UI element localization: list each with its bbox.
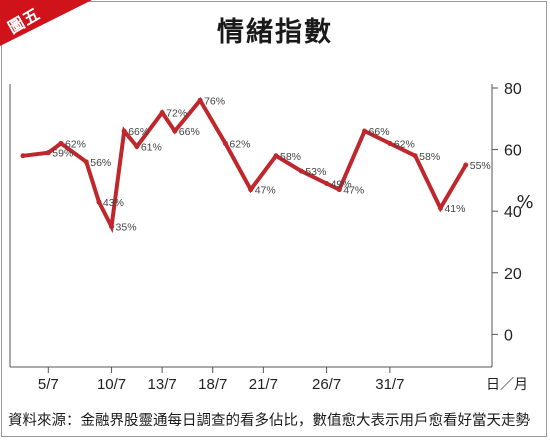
data-label: 62% <box>394 138 415 150</box>
data-label: 41% <box>444 203 465 215</box>
data-label: 58% <box>280 151 301 163</box>
x-tick-label: 5/7 <box>38 376 59 393</box>
x-tick-label: 13/7 <box>148 376 177 393</box>
data-point <box>222 140 228 146</box>
axes: 0 20 40 60 80% 5/7 10/7 13/7 18/7 21/7 26/7 31/7 日／月 <box>9 81 534 393</box>
data-point <box>387 140 393 146</box>
data-label: 56% <box>90 157 111 169</box>
data-label: 35% <box>116 222 137 234</box>
data-point <box>96 199 102 205</box>
x-axis-unit: 日／月 <box>486 377 528 393</box>
x-tick-label: 26/7 <box>312 376 341 393</box>
y-tick-label: 20 <box>504 266 522 283</box>
y-axis-unit: % <box>516 192 533 213</box>
data-label: 43% <box>103 197 124 209</box>
data-labels: 59%62%56%43%35%66%61%72%66%76%62%47%58%5… <box>52 95 490 233</box>
data-point <box>298 168 304 174</box>
data-point <box>58 140 64 146</box>
x-tick-label: 10/7 <box>97 376 126 393</box>
data-label: 55% <box>470 160 491 172</box>
data-point <box>159 110 165 116</box>
data-label: 47% <box>343 185 364 197</box>
data-point <box>362 128 368 134</box>
x-tick-label: 18/7 <box>198 376 227 393</box>
y-tick-label: 0 <box>504 327 513 344</box>
data-point <box>45 150 51 156</box>
x-tick-label: 21/7 <box>249 376 278 393</box>
data-label: 49% <box>331 178 352 190</box>
data-point <box>134 144 140 150</box>
data-point <box>324 180 330 186</box>
data-point <box>412 153 418 159</box>
corner-badge <box>0 0 92 46</box>
data-point <box>336 187 342 193</box>
data-point <box>83 159 89 165</box>
data-point <box>20 153 26 159</box>
data-label: 66% <box>179 126 200 138</box>
data-point <box>121 128 127 134</box>
data-label: 59% <box>52 148 73 160</box>
data-label: 61% <box>141 142 162 154</box>
y-tick-label: 60 <box>504 143 522 160</box>
data-label: 66% <box>128 126 149 138</box>
data-point <box>248 187 254 193</box>
data-label: 72% <box>166 108 187 120</box>
data-point <box>273 153 279 159</box>
data-point <box>197 97 203 103</box>
data-point <box>172 128 178 134</box>
data-label: 62% <box>229 138 250 150</box>
series-line <box>20 96 469 234</box>
data-label: 66% <box>369 126 390 138</box>
chart-title: 情緒指數 <box>217 17 333 48</box>
data-label: 47% <box>255 185 276 197</box>
data-label: 53% <box>305 166 326 178</box>
data-label: 62% <box>65 138 86 150</box>
x-tick-label: 31/7 <box>375 376 404 393</box>
data-point <box>437 205 443 211</box>
y-tick-label: 40 <box>504 204 522 221</box>
data-label: 76% <box>204 95 225 107</box>
data-point <box>109 224 115 230</box>
series-polyline <box>22 96 468 234</box>
y-tick-label: 80 <box>504 81 522 98</box>
data-point <box>463 162 469 168</box>
data-label: 58% <box>419 151 440 163</box>
source-note: 資料來源：金融界股靈通每日調查的看多佔比，數值愈大表示用戶愈看好當天走勢 <box>8 413 530 429</box>
